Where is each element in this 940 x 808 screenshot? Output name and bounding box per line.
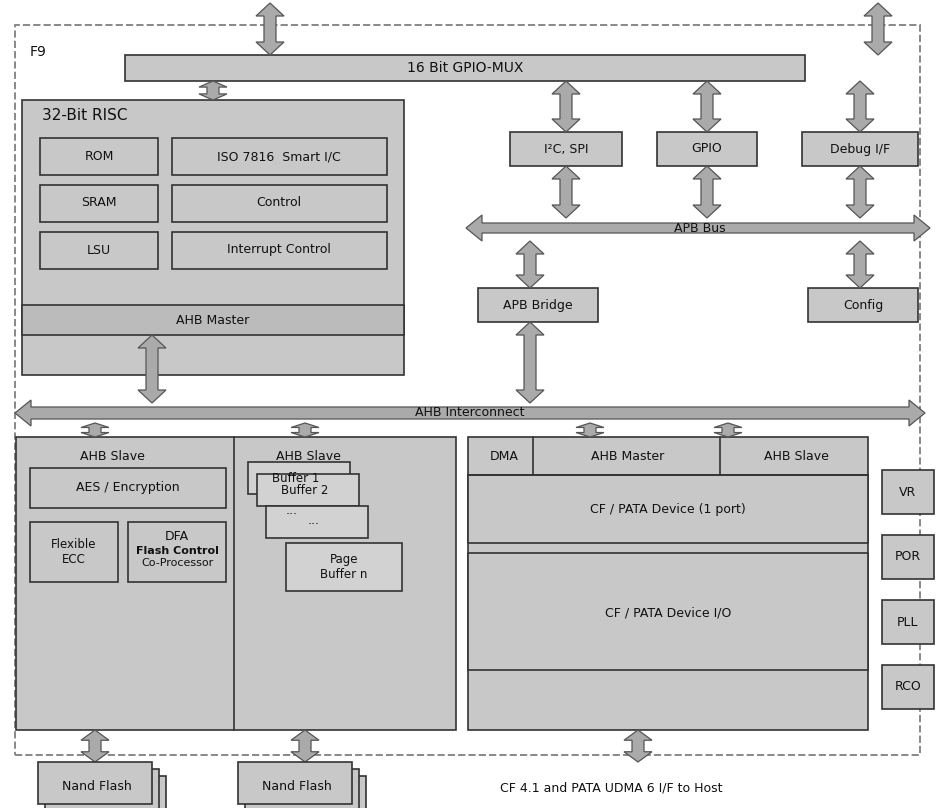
Bar xyxy=(286,543,402,591)
Polygon shape xyxy=(576,423,604,437)
Polygon shape xyxy=(714,423,742,437)
Text: CF 4.1 and PATA UDMA 6 I/F to Host: CF 4.1 and PATA UDMA 6 I/F to Host xyxy=(500,781,723,794)
Text: Nand Flash: Nand Flash xyxy=(62,780,132,793)
Bar xyxy=(882,600,934,644)
Text: Flexible
ECC: Flexible ECC xyxy=(52,538,97,566)
Polygon shape xyxy=(516,322,544,403)
Text: CF / PATA Device (1 port): CF / PATA Device (1 port) xyxy=(590,503,745,516)
Text: 16 Bit GPIO-MUX: 16 Bit GPIO-MUX xyxy=(407,61,524,75)
Text: LSU: LSU xyxy=(86,243,111,256)
Polygon shape xyxy=(846,81,874,132)
Bar xyxy=(510,132,622,166)
Text: Buffer 1: Buffer 1 xyxy=(273,472,320,485)
Text: Config: Config xyxy=(843,298,883,312)
Bar xyxy=(125,55,805,81)
Text: RCO: RCO xyxy=(895,680,921,693)
Polygon shape xyxy=(138,335,166,403)
Polygon shape xyxy=(466,215,930,241)
Bar xyxy=(22,305,404,335)
Bar xyxy=(245,769,359,808)
Bar xyxy=(252,776,366,808)
Polygon shape xyxy=(516,241,544,288)
Text: APB Bridge: APB Bridge xyxy=(503,298,572,312)
Text: Flash Control: Flash Control xyxy=(135,546,218,556)
Text: DMA: DMA xyxy=(490,449,519,462)
Bar xyxy=(238,762,352,804)
Polygon shape xyxy=(291,730,319,762)
Bar xyxy=(22,100,404,375)
Bar xyxy=(468,437,868,730)
Text: AHB Interconnect: AHB Interconnect xyxy=(415,406,525,419)
Bar xyxy=(248,462,350,494)
Polygon shape xyxy=(291,423,319,437)
Text: I²C, SPI: I²C, SPI xyxy=(543,142,588,155)
Text: ...: ... xyxy=(286,504,298,517)
Text: Co-Processor: Co-Processor xyxy=(141,558,213,568)
Text: SRAM: SRAM xyxy=(81,196,117,209)
Bar xyxy=(45,769,159,808)
Text: Page
Buffer n: Page Buffer n xyxy=(321,553,368,581)
Text: AES / Encryption: AES / Encryption xyxy=(76,482,180,494)
Bar xyxy=(468,553,868,670)
Bar xyxy=(30,522,118,582)
Text: DFA: DFA xyxy=(164,531,189,544)
Bar xyxy=(882,535,934,579)
Polygon shape xyxy=(693,166,721,218)
Text: AHB Master: AHB Master xyxy=(177,314,250,326)
Text: VR: VR xyxy=(900,486,916,499)
Bar xyxy=(40,232,158,269)
Bar xyxy=(478,288,598,322)
Text: F9: F9 xyxy=(30,45,47,59)
Polygon shape xyxy=(624,730,652,762)
Bar xyxy=(30,468,226,508)
Text: ISO 7816  Smart I/C: ISO 7816 Smart I/C xyxy=(217,150,341,163)
Text: ROM: ROM xyxy=(85,150,114,163)
Text: 32-Bit RISC: 32-Bit RISC xyxy=(42,108,128,124)
Text: Interrupt Control: Interrupt Control xyxy=(227,243,331,256)
Polygon shape xyxy=(846,166,874,218)
Bar xyxy=(172,185,387,222)
Bar xyxy=(172,232,387,269)
Text: ...: ... xyxy=(308,514,320,527)
Bar xyxy=(266,506,368,538)
Text: AHB Slave: AHB Slave xyxy=(275,449,340,462)
Polygon shape xyxy=(552,166,580,218)
Bar xyxy=(38,762,152,804)
Text: CF / PATA Device I/O: CF / PATA Device I/O xyxy=(604,607,731,620)
Text: PLL: PLL xyxy=(898,616,918,629)
Polygon shape xyxy=(256,3,284,55)
Polygon shape xyxy=(552,81,580,132)
Text: AHB Master: AHB Master xyxy=(591,449,665,462)
Bar xyxy=(257,474,359,506)
Bar xyxy=(802,132,918,166)
Bar xyxy=(52,776,166,808)
Bar xyxy=(882,665,934,709)
Polygon shape xyxy=(846,241,874,288)
Bar xyxy=(128,522,226,582)
Bar xyxy=(468,475,868,543)
Text: AHB Slave: AHB Slave xyxy=(763,449,828,462)
Text: Nand Flash: Nand Flash xyxy=(262,780,332,793)
Text: POR: POR xyxy=(895,550,921,563)
Polygon shape xyxy=(81,423,109,437)
Bar xyxy=(16,437,456,730)
Polygon shape xyxy=(15,400,925,426)
Polygon shape xyxy=(199,81,227,100)
Text: Debug I/F: Debug I/F xyxy=(830,142,890,155)
Text: Buffer 2: Buffer 2 xyxy=(281,483,329,496)
Bar xyxy=(808,288,918,322)
Bar xyxy=(882,470,934,514)
Polygon shape xyxy=(864,3,892,55)
Bar xyxy=(657,132,757,166)
Bar xyxy=(40,138,158,175)
Text: AHB Slave: AHB Slave xyxy=(80,449,145,462)
Text: GPIO: GPIO xyxy=(692,142,722,155)
Bar xyxy=(172,138,387,175)
Text: APB Bus: APB Bus xyxy=(674,221,726,234)
Polygon shape xyxy=(81,730,109,762)
Text: Control: Control xyxy=(257,196,302,209)
Bar xyxy=(40,185,158,222)
Polygon shape xyxy=(693,81,721,132)
